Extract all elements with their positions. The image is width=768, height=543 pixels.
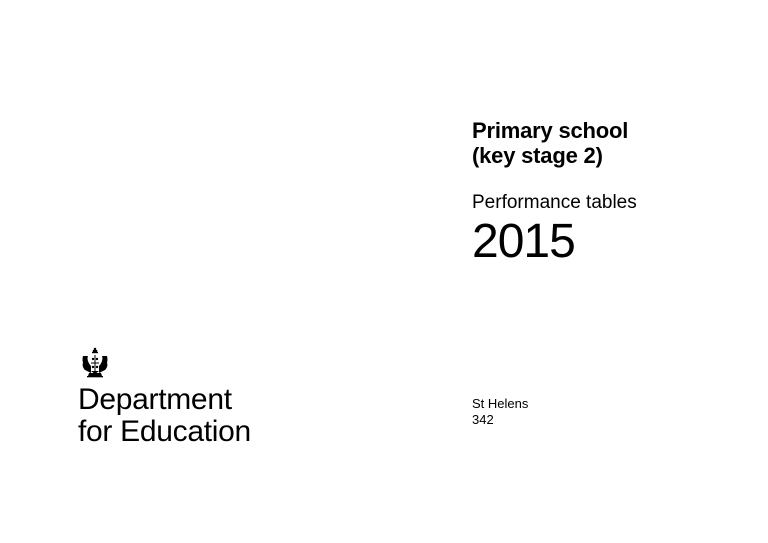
region-code: 342 — [472, 412, 528, 428]
department-logo-block: Department for Education — [78, 346, 251, 447]
subtitle-block: Performance tables 2015 — [472, 192, 637, 267]
region-name: St Helens — [472, 396, 528, 412]
title-block: Primary school (key stage 2) — [472, 118, 628, 169]
royal-crest-icon — [78, 346, 112, 378]
subtitle-text: Performance tables — [472, 192, 637, 215]
year-value: 2015 — [472, 217, 637, 267]
title-line-1: Primary school — [472, 118, 628, 143]
title-line-2: (key stage 2) — [472, 143, 628, 168]
department-line-2: for Education — [78, 416, 251, 448]
region-block: St Helens 342 — [472, 396, 528, 428]
department-line-1: Department — [78, 384, 251, 416]
